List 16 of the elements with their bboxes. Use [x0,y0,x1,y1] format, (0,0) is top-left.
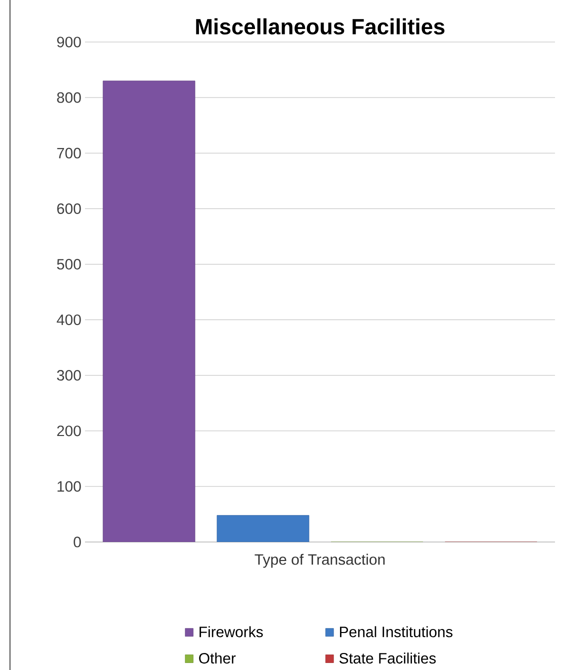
y-tick-label: 900 [57,36,81,48]
y-tick-label: 500 [57,258,81,270]
legend-label: Fireworks [200,626,263,638]
y-tick-label: 800 [57,92,81,103]
legend-label: State Facilities [339,652,436,664]
y-tick-label: 400 [56,314,81,326]
y-tick-label: 200 [57,426,81,436]
legend-label: Other [199,652,236,664]
legend-label: Penal Institutions [340,626,452,638]
y-tick-label: 600 [57,203,81,214]
y-tick-label: 700 [57,148,81,158]
x-axis-title: Type of Transaction [254,554,385,568]
y-tick-label: 300 [57,370,81,381]
chart-title: Miscellaneous Facilities [196,18,444,34]
y-tick-label: 100 [58,481,81,492]
y-tick-label: 0 [74,536,81,548]
